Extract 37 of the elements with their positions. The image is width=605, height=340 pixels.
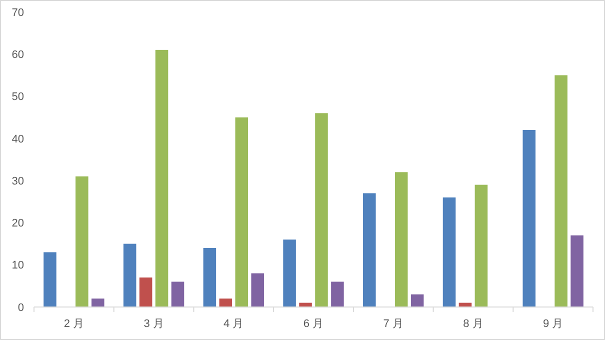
bar <box>219 298 232 307</box>
bar <box>554 75 568 307</box>
bar <box>155 50 168 307</box>
y-tick-label: 0 <box>18 302 24 314</box>
y-tick-label: 10 <box>12 260 24 272</box>
bar <box>44 252 56 307</box>
y-tick-label: 50 <box>12 91 24 104</box>
x-tick-label: 9 月 <box>542 318 564 330</box>
x-tick-label: 2 月 <box>64 318 84 330</box>
bar <box>171 282 184 307</box>
bar <box>474 184 488 307</box>
y-tick-label: 20 <box>12 218 24 230</box>
bar <box>331 282 344 307</box>
x-tick-label: 3 月 <box>144 318 164 330</box>
bar <box>123 244 136 307</box>
x-tick-label: 6 月 <box>303 318 324 330</box>
bar <box>410 294 424 307</box>
bar <box>91 298 104 307</box>
y-tick-label: 40 <box>12 133 24 146</box>
bar <box>251 273 264 307</box>
y-tick-label: 30 <box>12 175 24 188</box>
bar <box>315 113 328 307</box>
bar <box>522 130 536 307</box>
x-tick-label: 8 月 <box>463 318 484 330</box>
bar <box>442 197 456 307</box>
bar <box>235 117 248 307</box>
bar <box>363 193 376 307</box>
bar <box>283 240 296 307</box>
x-tick-label: 7 月 <box>383 318 404 330</box>
bar <box>203 248 216 307</box>
bar <box>76 176 88 307</box>
x-tick-label: 4 月 <box>224 318 244 330</box>
bar <box>394 172 408 307</box>
y-tick-label: 70 <box>12 6 24 19</box>
bar <box>570 235 584 307</box>
y-tick-label: 60 <box>12 48 24 61</box>
bar <box>139 278 152 307</box>
